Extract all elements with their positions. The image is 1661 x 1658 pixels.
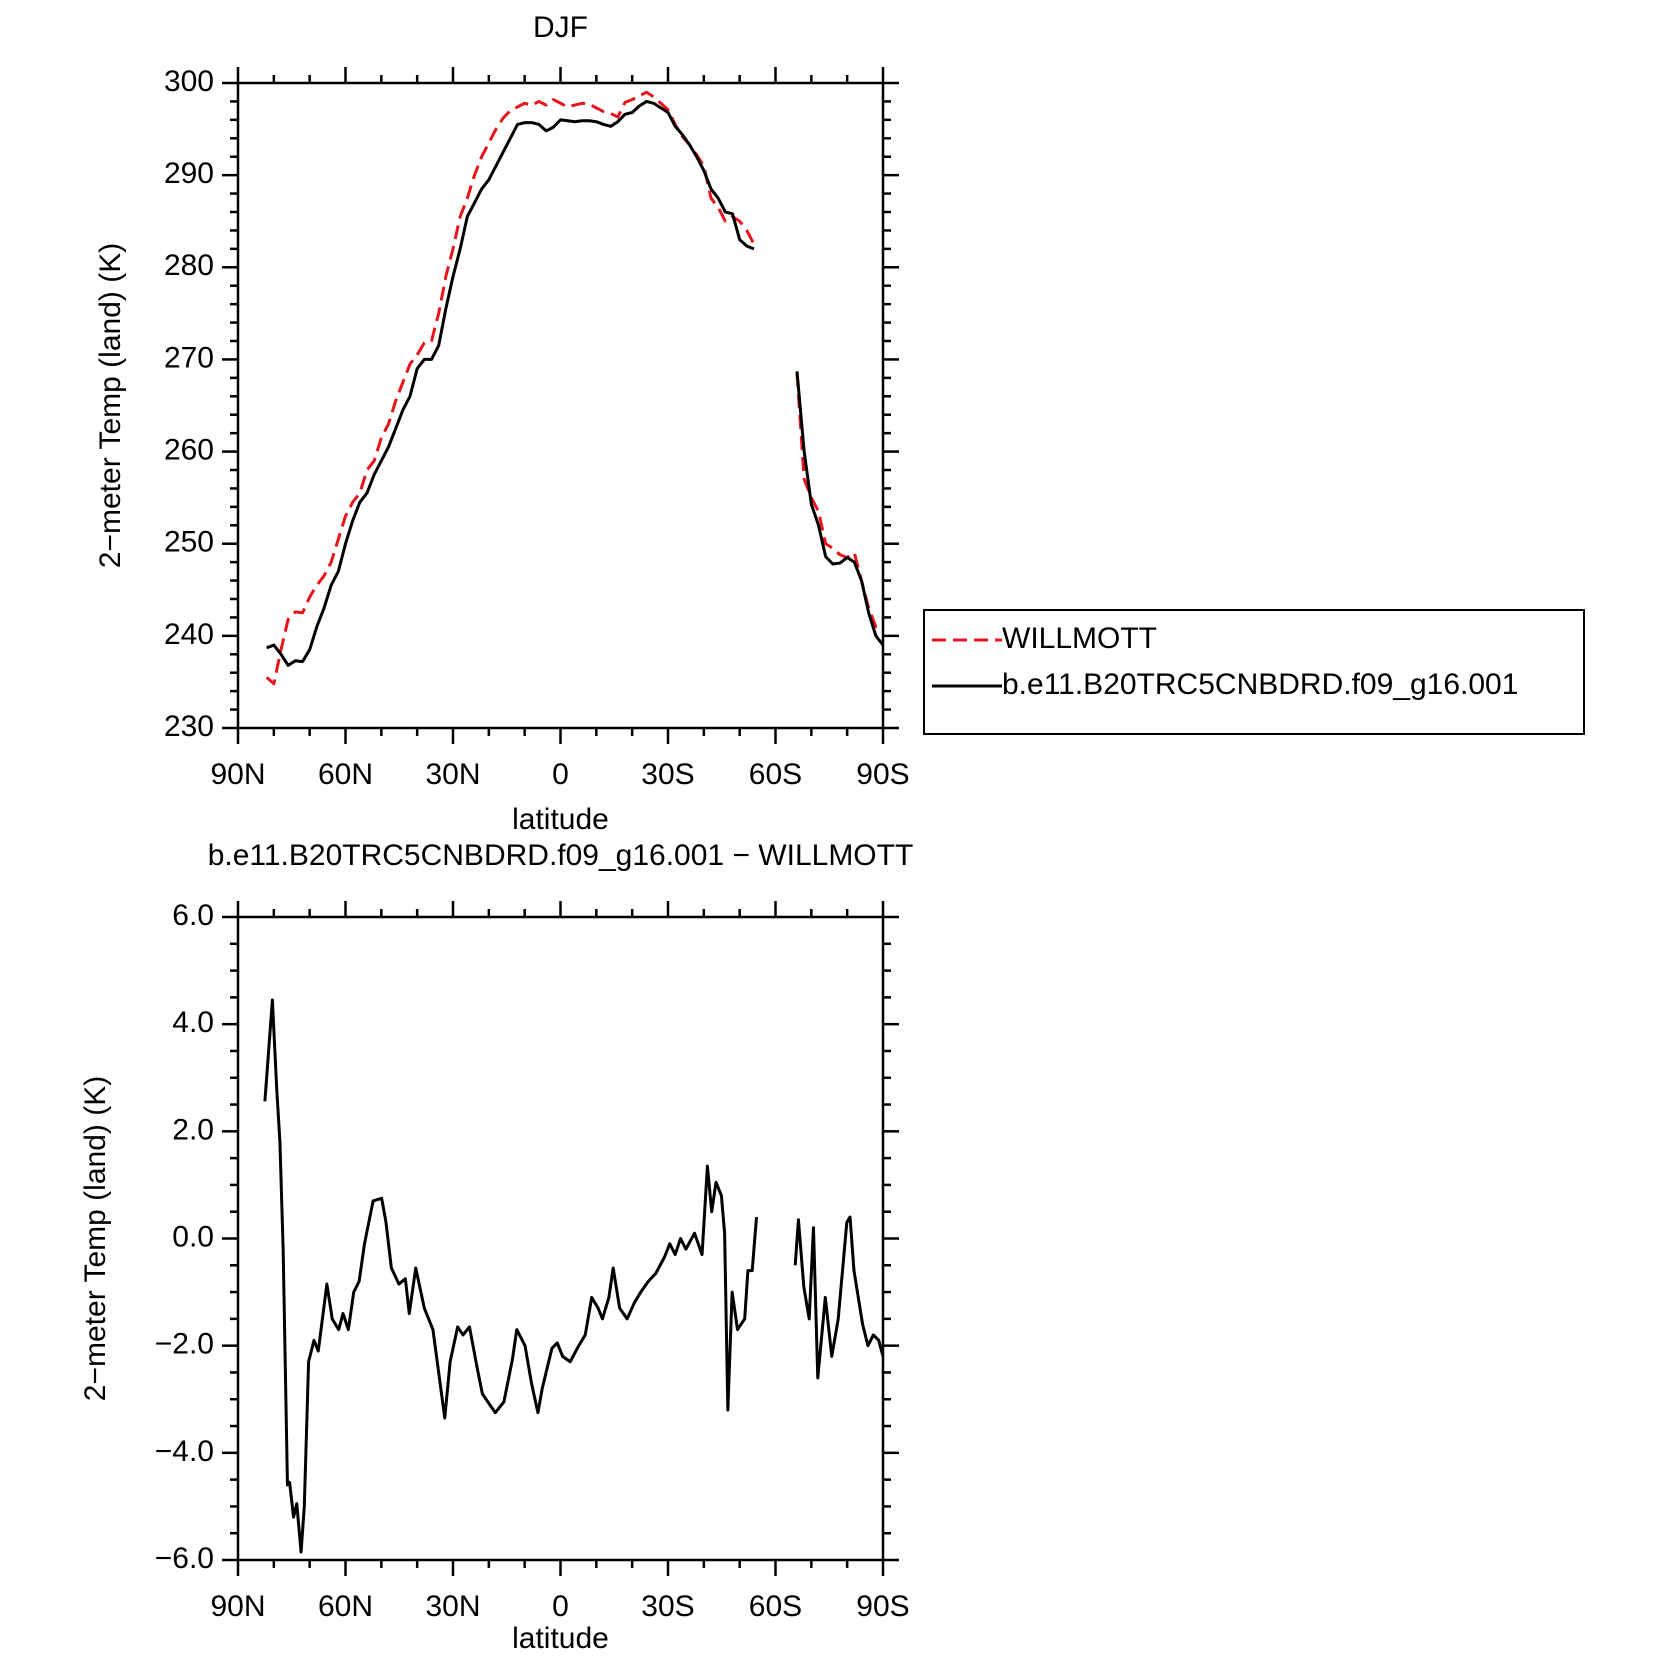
- x-tick-label: 60S: [749, 1590, 802, 1623]
- x-tick-label: 0: [552, 1590, 569, 1623]
- x-tick-label: 30N: [425, 1590, 480, 1623]
- y-tick-label: 0.0: [172, 1220, 214, 1253]
- y-tick-label: 300: [164, 65, 214, 98]
- y-tick-label: 6.0: [172, 899, 214, 932]
- data-line: [265, 90, 883, 686]
- legend-label: WILLMOTT: [1002, 622, 1157, 655]
- x-tick-label: 90S: [856, 758, 909, 791]
- x-tick-label: 90S: [856, 1590, 909, 1623]
- chart-title: DJF: [533, 11, 588, 44]
- x-tick-label: 90N: [210, 758, 265, 791]
- y-tick-label: 290: [164, 157, 214, 190]
- x-axis-label: latitude: [512, 803, 609, 836]
- y-tick-label: 260: [164, 433, 214, 466]
- y-axis-label: 2−meter Temp (land) (K): [79, 1076, 112, 1401]
- y-tick-label: −6.0: [155, 1542, 214, 1575]
- x-tick-label: 30S: [641, 758, 694, 791]
- x-tick-label: 60S: [749, 758, 802, 791]
- y-tick-label: 250: [164, 526, 214, 559]
- y-tick-label: 4.0: [172, 1006, 214, 1039]
- y-tick-label: 240: [164, 618, 214, 651]
- data-line: [266, 99, 885, 667]
- x-tick-label: 60N: [318, 1590, 373, 1623]
- y-tick-label: 230: [164, 710, 214, 743]
- x-tick-label: 0: [552, 758, 569, 791]
- legend-label: b.e11.B20TRC5CNBDRD.f09_g16.001: [1002, 668, 1518, 701]
- legend-box: [923, 609, 1585, 735]
- y-tick-label: 270: [164, 341, 214, 374]
- x-tick-label: 60N: [318, 758, 373, 791]
- x-tick-label: 90N: [210, 1590, 265, 1623]
- x-tick-label: 30S: [641, 1590, 694, 1623]
- plot-frame: [236, 81, 885, 730]
- chart-title: b.e11.B20TRC5CNBDRD.f09_g16.001 − WILLMO…: [208, 839, 914, 872]
- x-axis-label: latitude: [512, 1622, 609, 1655]
- data-line: [263, 998, 885, 1554]
- y-tick-label: 280: [164, 249, 214, 282]
- y-tick-label: −4.0: [155, 1435, 214, 1468]
- plot-frame: [236, 915, 885, 1562]
- y-tick-label: 2.0: [172, 1113, 214, 1146]
- y-tick-label: −2.0: [155, 1328, 214, 1361]
- x-tick-label: 30N: [425, 758, 480, 791]
- y-axis-label: 2−meter Temp (land) (K): [94, 243, 127, 568]
